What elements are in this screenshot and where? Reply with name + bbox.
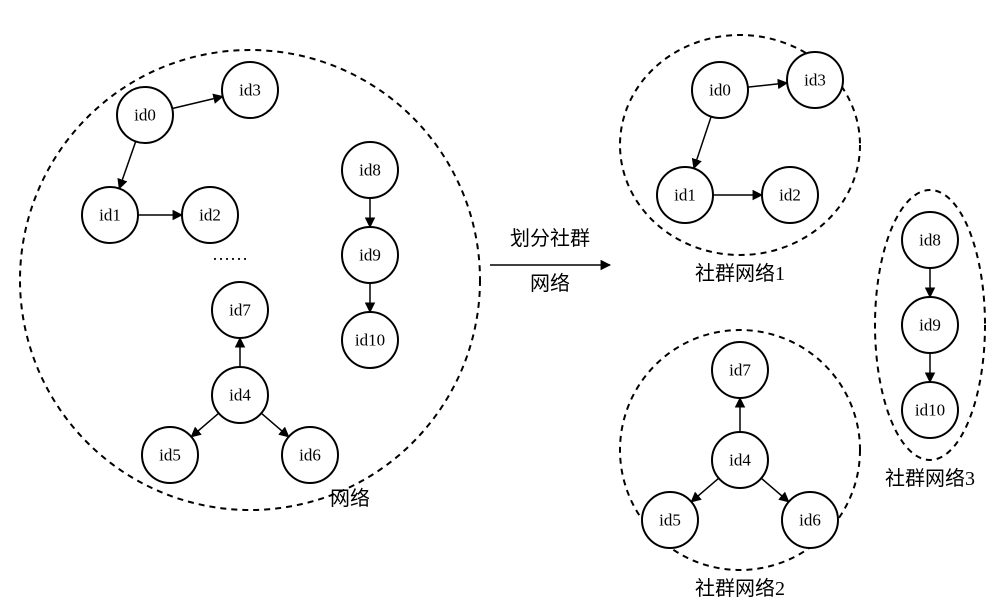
node-label-id5: id5	[159, 446, 181, 465]
node-label-id8: id8	[359, 161, 381, 180]
edge-id4-id5	[691, 478, 718, 502]
node-label-id4: id4	[729, 451, 751, 470]
node-label-id10: id10	[355, 331, 385, 350]
node-label-id7: id7	[229, 301, 251, 320]
transition-label-1: 划分社群	[510, 227, 590, 250]
community3-caption: 社群网络3	[885, 467, 975, 490]
edge-id0-id3	[172, 96, 223, 108]
main_network-caption: 网络	[330, 487, 370, 510]
edge-id0-id1	[119, 141, 136, 188]
nodes-layer: id0 id3 id1 id2 id8 id9 id10 id7 id4 id5 id6 id0 id3…	[82, 52, 958, 548]
node-label-id7: id7	[729, 361, 751, 380]
community1-caption: 社群网络1	[695, 262, 785, 285]
edge-id0-id1	[694, 117, 711, 169]
diagram-canvas: id0 id3 id1 id2 id8 id9 id10 id7 id4 id5 id6 id0 id3…	[0, 0, 1000, 612]
node-label-id3: id3	[804, 71, 826, 90]
node-label-id6: id6	[799, 511, 821, 530]
labels-layer: 网络 …… 社群网络1 社群网络2 社群网络3 划分社群网络	[212, 227, 975, 600]
node-label-id4: id4	[229, 386, 251, 405]
node-label-id6: id6	[299, 446, 321, 465]
node-label-id0: id0	[709, 81, 731, 100]
node-label-id9: id9	[359, 246, 381, 265]
node-label-id0: id0	[134, 106, 156, 125]
main_network-ellipsis: ……	[212, 244, 248, 264]
node-label-id1: id1	[99, 206, 121, 225]
node-label-id2: id2	[199, 206, 221, 225]
node-label-id1: id1	[674, 186, 696, 205]
node-label-id2: id2	[779, 186, 801, 205]
community2-caption: 社群网络2	[695, 577, 785, 600]
edge-id4-id6	[761, 478, 788, 502]
transition-label-2: 网络	[530, 272, 570, 295]
edge-id4-id6	[261, 413, 288, 437]
edge-id4-id5	[191, 413, 218, 437]
node-label-id9: id9	[919, 316, 941, 335]
node-label-id8: id8	[919, 231, 941, 250]
node-label-id3: id3	[239, 81, 261, 100]
node-label-id10: id10	[915, 401, 945, 420]
edge-id0-id3	[748, 83, 787, 87]
node-label-id5: id5	[659, 511, 681, 530]
